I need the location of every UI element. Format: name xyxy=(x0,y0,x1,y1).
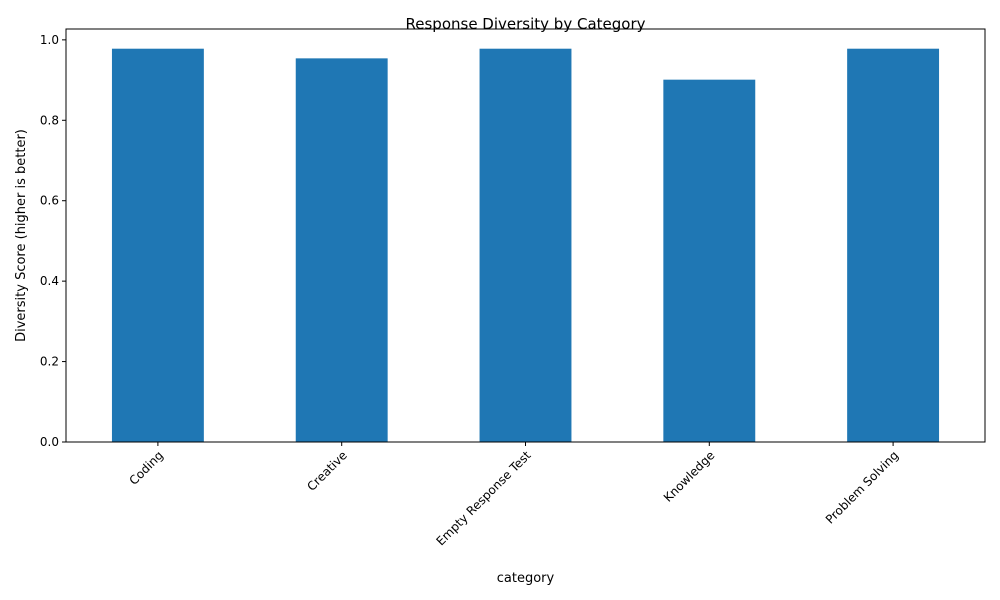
y-axis: 0.0 0.2 0.4 0.6 0.8 1.0 xyxy=(40,33,66,449)
bar-problem-solving xyxy=(847,48,940,443)
y-tick-label: 1.0 xyxy=(40,33,59,47)
y-tick-label: 0.4 xyxy=(40,274,59,288)
bars-group xyxy=(111,48,940,443)
bar-coding xyxy=(111,48,204,443)
y-tick-label: 0.2 xyxy=(40,355,59,369)
bar-empty-response-test xyxy=(479,48,572,443)
y-tick-label: 0.8 xyxy=(40,113,59,127)
chart-title: Response Diversity by Category xyxy=(406,15,646,33)
bar-creative xyxy=(295,58,388,442)
x-axis-label: category xyxy=(497,571,555,586)
y-tick-label: 0.0 xyxy=(40,435,59,449)
y-axis-label: Diversity Score (higher is better) xyxy=(14,129,29,342)
bar-knowledge xyxy=(663,79,756,442)
y-tick-label: 0.6 xyxy=(40,194,59,208)
plot-frame xyxy=(65,28,986,443)
